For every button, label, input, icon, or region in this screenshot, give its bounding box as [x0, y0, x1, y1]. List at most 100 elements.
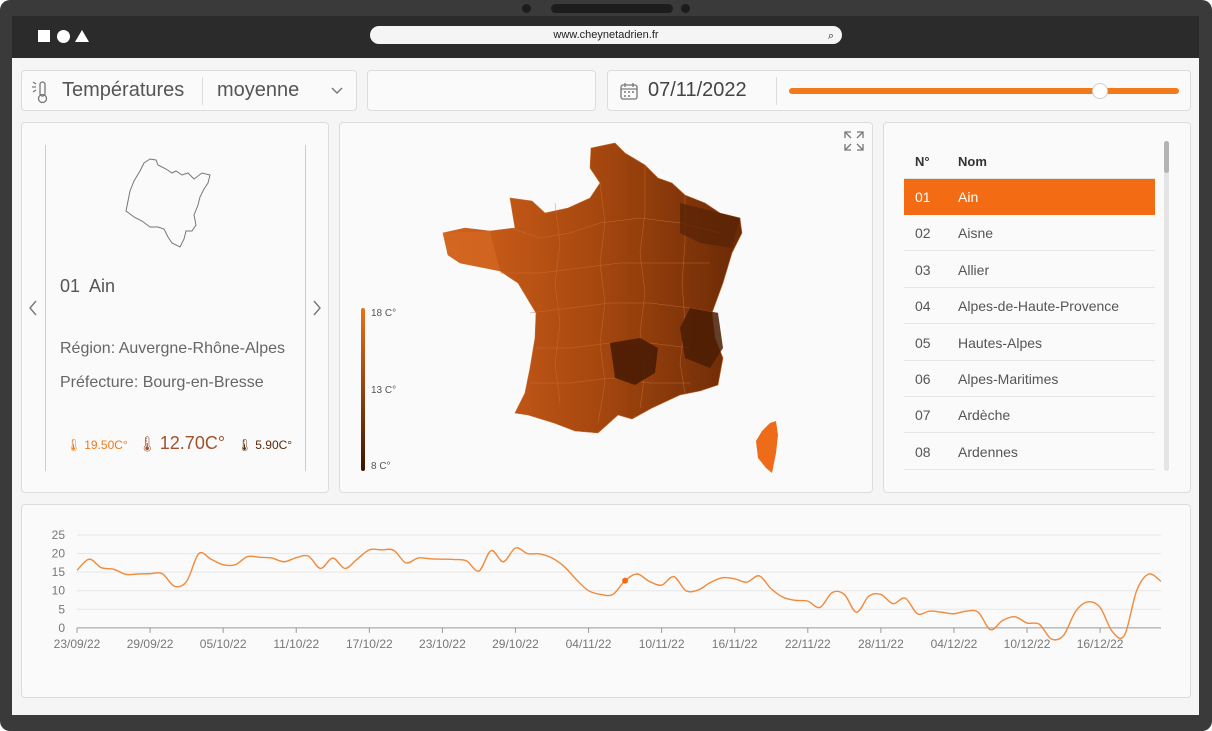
header-divider [904, 178, 1155, 179]
department-outline-icon [125, 158, 211, 248]
divider [202, 77, 203, 105]
y-tick-label: 0 [58, 621, 65, 635]
table-row[interactable]: 05 Hautes-Alpes [904, 325, 1155, 361]
row-name: Ardennes [958, 443, 1018, 460]
date-slider-track[interactable] [789, 88, 1179, 94]
table-row[interactable]: 08 Ardennes [904, 434, 1155, 470]
department-title: 01 Ain [60, 276, 115, 297]
row-num: 06 [915, 371, 931, 387]
x-tick-label: 10/12/22 [1004, 637, 1051, 651]
expand-icon[interactable] [843, 130, 865, 152]
header-name[interactable]: Nom [958, 154, 987, 169]
chevron-right-icon[interactable] [311, 300, 323, 316]
thermometer-sun-icon [32, 81, 48, 104]
x-tick-label: 17/10/22 [346, 637, 393, 651]
date-slider-handle[interactable] [1091, 83, 1108, 99]
temperature-series-line[interactable] [76, 547, 1162, 641]
chevron-down-icon[interactable] [331, 87, 343, 95]
x-tick-label: 10/11/22 [639, 637, 685, 651]
camera-dot [522, 4, 531, 13]
department-card: 01 Ain Région: Auvergne-Rhône-Alpes Préf… [21, 122, 329, 493]
triangle-icon[interactable] [75, 30, 89, 42]
mainland-france[interactable] [442, 142, 743, 434]
speaker-bar [551, 4, 673, 13]
department-name: Ain [89, 276, 116, 296]
stat-select[interactable]: moyenne [217, 79, 300, 101]
thermometer-icon: 🌡 [137, 436, 157, 453]
table-row[interactable]: 07 Ardèche [904, 397, 1155, 434]
department-table: N° Nom 01 Ain 02 Aisne 03 Allier 04 Alpes-de-Ha… [883, 122, 1191, 493]
row-name: Ain [958, 189, 979, 205]
calendar-icon[interactable] [619, 81, 639, 101]
temp-avg: 12.70C° [159, 433, 226, 453]
alps-region[interactable] [680, 308, 723, 368]
x-tick-label: 23/10/22 [419, 637, 466, 651]
table-row[interactable]: 03 Allier [904, 252, 1155, 288]
temperature-summary: 🌡 19.50C° 🌡 12.70C° 🌡 5.90C° [66, 433, 292, 454]
table-row[interactable]: 01 Ain [904, 179, 1155, 215]
address-text: www.cheynetadrien.fr [553, 29, 659, 41]
square-icon[interactable] [38, 30, 50, 42]
circle-icon[interactable] [57, 30, 70, 43]
x-tick-label: 28/11/22 [858, 637, 904, 651]
region-text: Région: Auvergne-Rhône-Alpes [60, 340, 286, 357]
row-name: Aisne [958, 225, 994, 242]
map-card: 18 C° 13 C° 8 C° [339, 122, 873, 493]
corsica[interactable] [756, 421, 778, 473]
card-divider-left [45, 145, 46, 471]
search-icon[interactable]: ⌕ [827, 30, 834, 42]
legend-bar [361, 308, 365, 471]
temp-up-icon: 🌡 [66, 438, 82, 452]
row-name: Hautes-Alpes [958, 334, 1043, 351]
table-row[interactable]: 04 Alpes-de-Haute-Provence [904, 288, 1155, 325]
legend-high: 18 C° [371, 308, 396, 319]
y-tick-label: 10 [52, 584, 66, 598]
temp-down-icon: 🌡 [237, 438, 253, 452]
chevron-left-icon[interactable] [27, 300, 39, 316]
x-tick-label: 23/09/22 [54, 637, 101, 651]
table-row[interactable]: 02 Aisne [904, 215, 1155, 252]
prefecture-text: Préfecture: Bourg-en-Bresse [60, 374, 264, 391]
row-num: 05 [915, 334, 931, 351]
france-map[interactable]: 18 C° 13 C° 8 C° [340, 123, 874, 494]
x-tick-label: 05/10/22 [200, 637, 247, 651]
massif-central-region[interactable] [610, 338, 658, 385]
row-num: 01 [915, 189, 931, 205]
row-num: 08 [915, 443, 931, 460]
date-selector-card: 07/11/2022 [607, 70, 1191, 111]
y-tick-label: 15 [52, 565, 66, 579]
card-divider-right [305, 145, 306, 471]
header-num[interactable]: N° [915, 154, 930, 169]
row-name: Alpes-Maritimes [958, 371, 1059, 387]
y-tick-label: 20 [52, 547, 66, 561]
x-tick-label: 22/11/22 [785, 637, 831, 651]
divider [776, 77, 777, 105]
metric-selector-card: Températures moyenne [21, 70, 357, 111]
x-tick-label: 04/12/22 [931, 637, 978, 651]
department-code: 01 [60, 276, 81, 296]
north-east-region[interactable] [680, 203, 740, 248]
row-num: 03 [915, 261, 931, 278]
y-tick-label: 25 [52, 528, 66, 542]
browser-toolbar: www.cheynetadrien.fr ⌕ [12, 16, 1199, 58]
empty-field[interactable] [367, 70, 596, 111]
metric-label: Températures [62, 79, 185, 101]
x-tick-label: 16/12/22 [1077, 637, 1124, 651]
table-row[interactable]: 06 Alpes-Maritimes [904, 361, 1155, 397]
scrollbar-thumb[interactable] [1164, 141, 1169, 173]
scrollbar[interactable] [1164, 141, 1169, 471]
temp-min: 5.90C° [255, 438, 293, 452]
brittany-region[interactable] [443, 231, 500, 271]
temperature-line-chart[interactable]: 0 5 10 15 20 25 23/09/22 29/09/22 05/10/22 11/10/… [22, 505, 1192, 699]
legend-low: 8 C° [371, 461, 391, 472]
selected-date-point[interactable] [622, 577, 629, 584]
date-value[interactable]: 07/11/2022 [648, 79, 747, 101]
x-tick-label: 11/10/22 [273, 637, 319, 651]
sensor-dot [681, 4, 690, 13]
y-tick-label: 5 [58, 602, 65, 616]
temp-max: 19.50C° [84, 438, 128, 452]
row-name: Alpes-de-Haute-Provence [958, 298, 1120, 315]
dashboard: Températures moyenne 07/11/2022 [12, 58, 1199, 715]
legend-mid: 13 C° [371, 385, 396, 396]
address-bar[interactable]: www.cheynetadrien.fr ⌕ [370, 26, 842, 44]
